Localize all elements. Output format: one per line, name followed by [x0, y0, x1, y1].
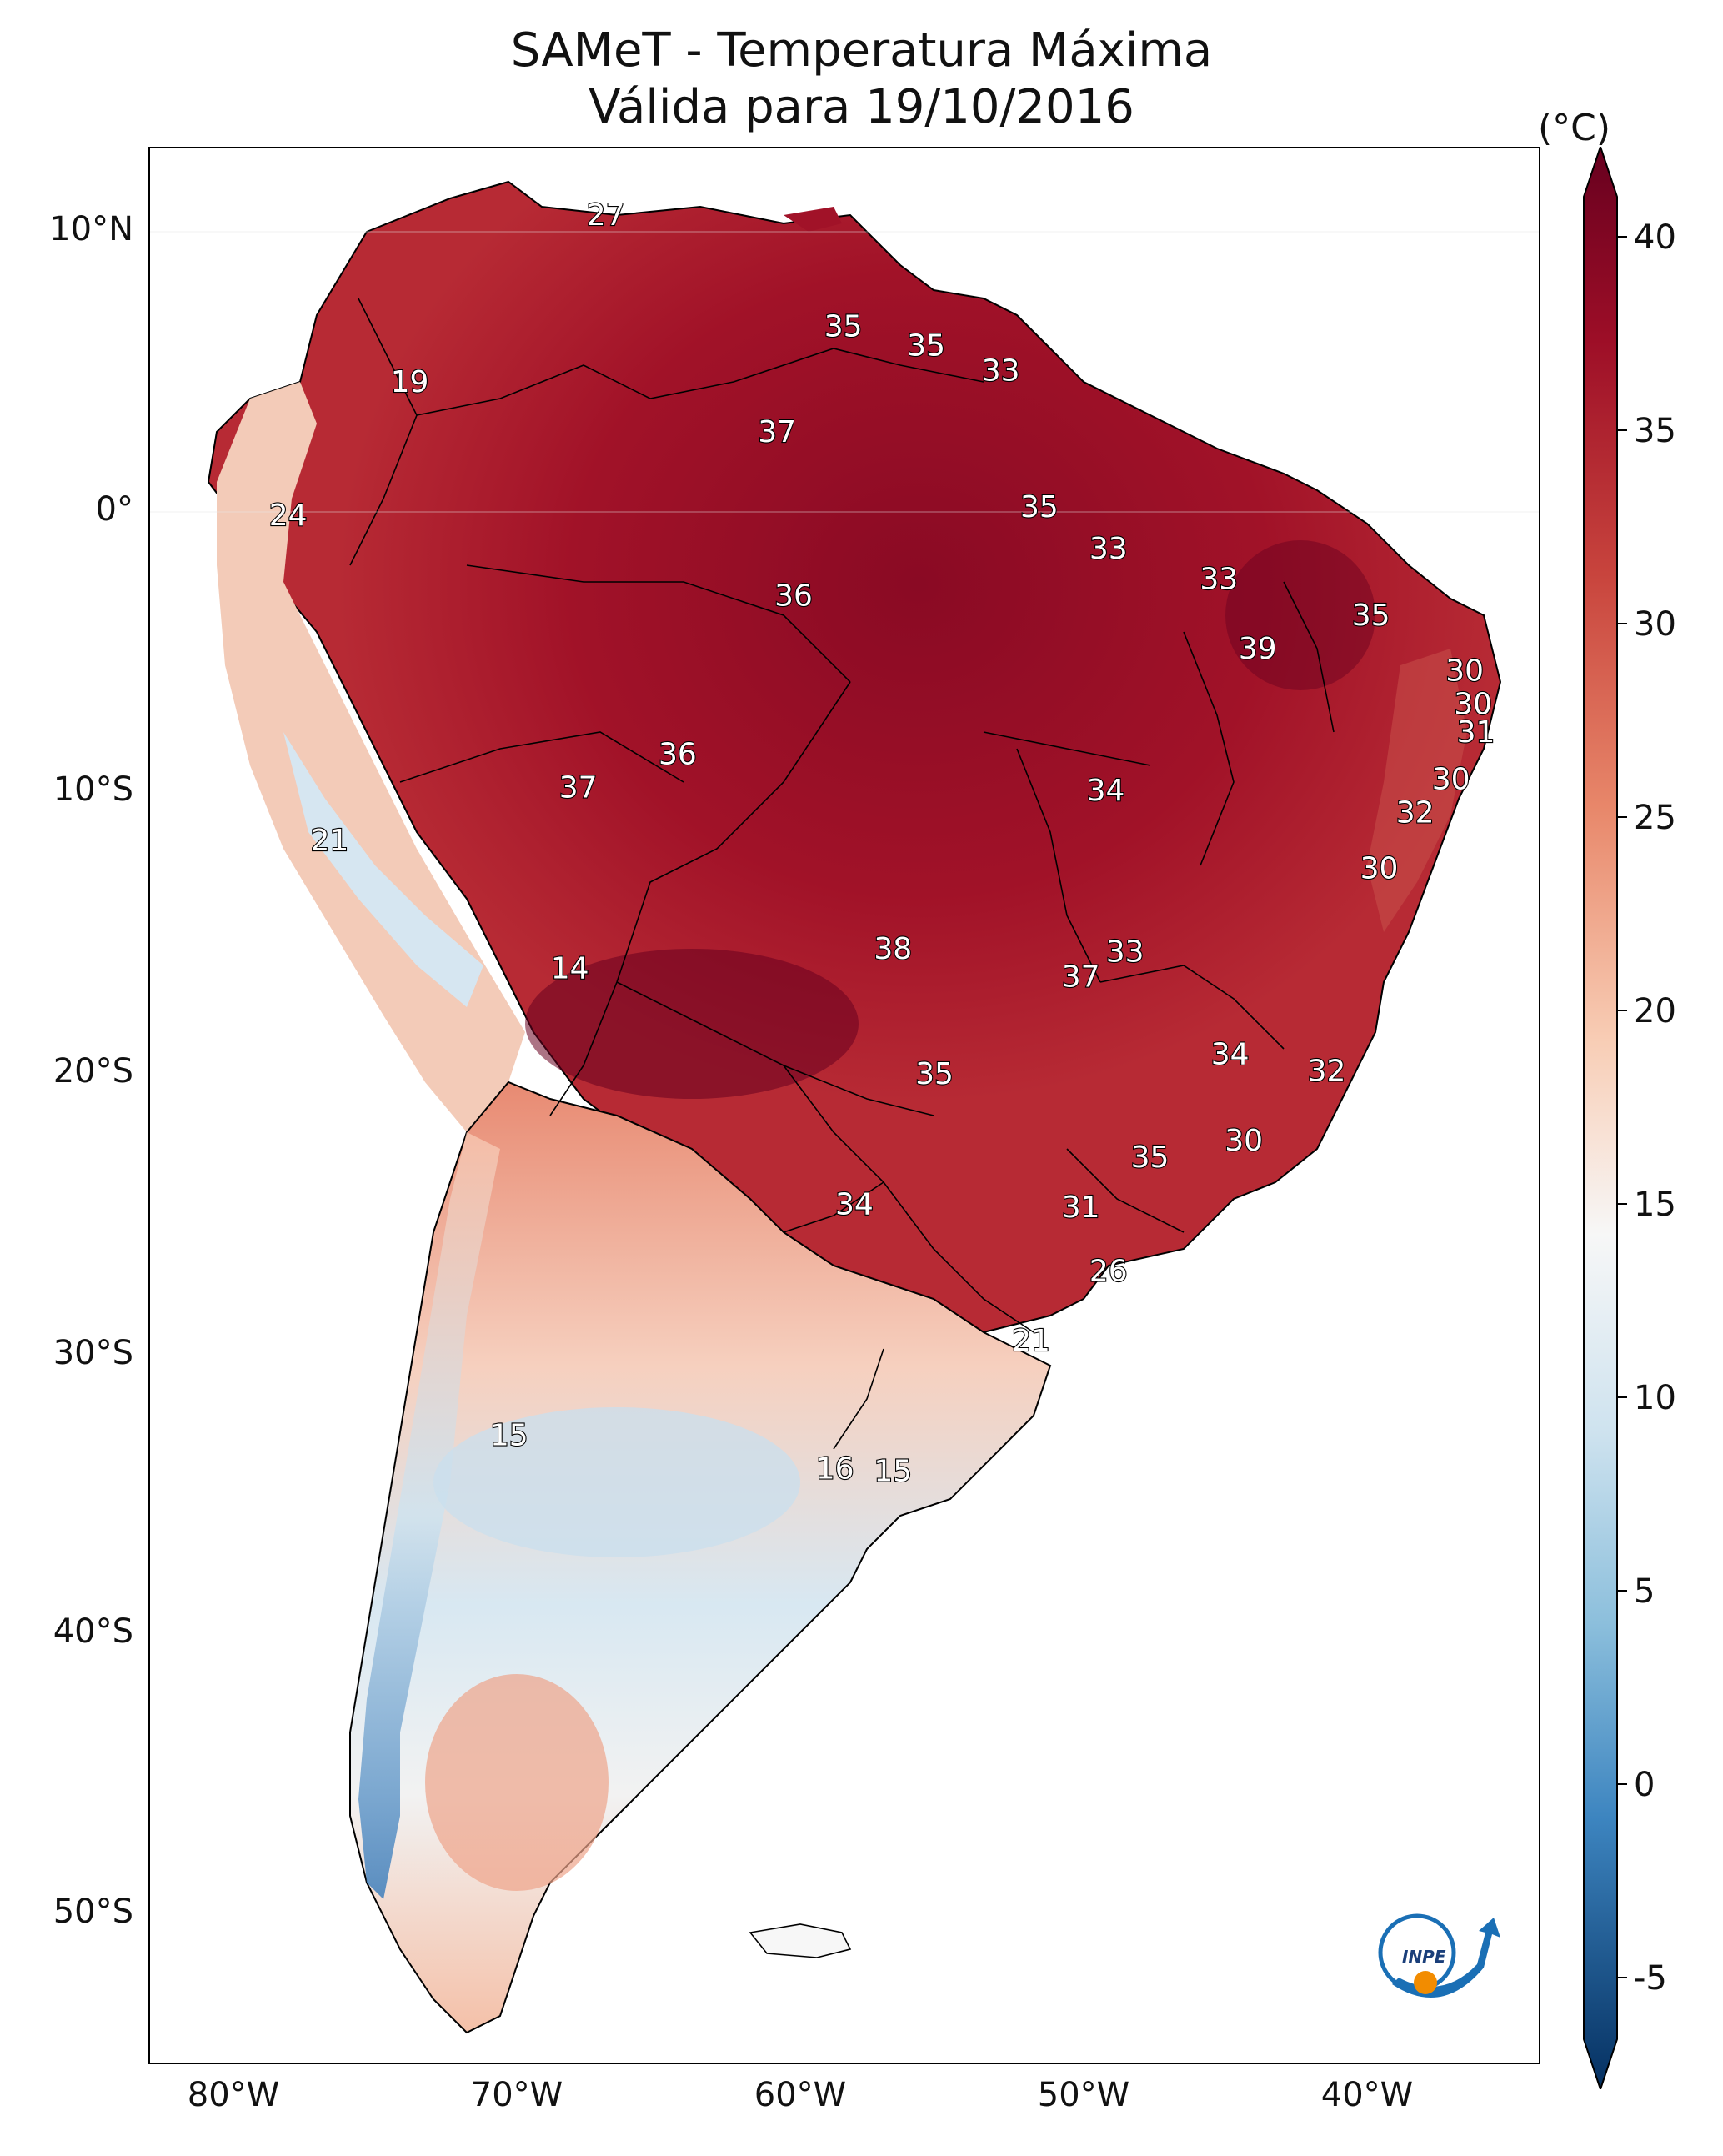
temperature-label: 31	[1457, 715, 1495, 750]
temperature-label: 19	[391, 365, 429, 399]
colorbar-tick-25: 25	[1634, 799, 1676, 837]
temperature-label: 15	[490, 1418, 528, 1452]
colorbar-tick-20: 20	[1634, 992, 1676, 1030]
chile-cold-band	[358, 1132, 500, 1899]
colorbar	[1583, 147, 1627, 2089]
peru-cold	[283, 732, 483, 1007]
lon-tick-80w: 80°W	[187, 2076, 280, 2114]
pampas-cool	[433, 1407, 800, 1557]
lat-tick-40s: 40°S	[53, 1612, 133, 1651]
east-coast-milder	[1367, 649, 1467, 932]
temperature-label: 30	[1225, 1124, 1263, 1158]
lon-tick-50w: 50°W	[1037, 2076, 1130, 2114]
temperature-label: 35	[824, 309, 863, 343]
colorbar-tick-0: 0	[1634, 1766, 1655, 1804]
lat-tick-50s: 50°S	[53, 1893, 133, 1931]
colorbar-tick-minus5: -5	[1634, 1959, 1667, 1998]
temperature-label: 35	[915, 1057, 954, 1091]
lon-tick-60w: 60°W	[754, 2076, 847, 2114]
temperature-label: 30	[1360, 851, 1399, 885]
colorbar-tick-40: 40	[1634, 218, 1676, 257]
colorbar-tick-5: 5	[1634, 1572, 1655, 1611]
colorbar-tick-30: 30	[1634, 605, 1676, 644]
inpe-logo-text: INPE	[1402, 1947, 1446, 1967]
colorbar-tick-35: 35	[1634, 412, 1676, 450]
lon-tick-70w: 70°W	[470, 2076, 563, 2114]
lat-tick-10n: 10°N	[49, 210, 133, 248]
graticule	[150, 231, 1539, 513]
temperature-label: 14	[551, 951, 589, 985]
temperature-label: 24	[269, 499, 308, 533]
inpe-logo: INPE	[1378, 1913, 1500, 1998]
colorbar-unit: (°C)	[1538, 107, 1611, 149]
temperature-label: 35	[1020, 490, 1059, 524]
temperature-label: 39	[1239, 632, 1277, 666]
colorbar-tick-10: 10	[1634, 1379, 1676, 1417]
temperature-label: 33	[982, 354, 1020, 389]
caribbean-islands	[784, 207, 842, 232]
temperature-label: 34	[1211, 1038, 1250, 1072]
colorbar-tick-15: 15	[1634, 1186, 1676, 1224]
temperature-label: 32	[1396, 796, 1435, 830]
continent-north	[207, 180, 1502, 1333]
map-panel[interactable]: 27 35 35 33 19 37 35 24 33 33 36 35 39 30 30 31 36 30 37 34…	[148, 147, 1540, 2064]
temperature-label: 30	[1432, 763, 1470, 797]
temperature-label: 21	[1012, 1324, 1050, 1358]
temperature-label: 36	[659, 738, 697, 772]
temperature-label: 35	[1131, 1141, 1170, 1175]
temperature-label: 21	[310, 824, 348, 858]
patagonia-warm	[425, 1674, 609, 1891]
lat-tick-30s: 30°S	[53, 1334, 133, 1372]
map-title: SAMeT - Temperatura Máxima	[510, 23, 1213, 78]
temperature-label: 36	[774, 579, 813, 614]
temperature-label: 37	[1062, 960, 1100, 994]
lat-tick-0: 0°	[95, 490, 133, 529]
temperature-label: 30	[1454, 688, 1492, 722]
temperature-label: 15	[874, 1455, 912, 1489]
temperature-label: 27	[587, 198, 625, 233]
temperature-label: 16	[816, 1452, 854, 1486]
temperature-label: 32	[1308, 1055, 1346, 1089]
temperature-label: 33	[1200, 563, 1238, 597]
temperature-label: 37	[559, 771, 598, 805]
temperature-label: 35	[1352, 599, 1390, 633]
falkland-islands	[749, 1923, 852, 1958]
country-borders	[349, 298, 1335, 1450]
temperature-label: 33	[1106, 935, 1144, 969]
temperature-label: 38	[874, 932, 912, 966]
temperature-label: 26	[1089, 1255, 1128, 1289]
lat-tick-20s: 20°S	[53, 1052, 133, 1091]
temperature-label: 34	[1087, 774, 1125, 808]
lon-tick-40w: 40°W	[1320, 2076, 1414, 2114]
temperature-label: 35	[907, 329, 945, 364]
map-subtitle: Válida para 19/10/2016	[589, 80, 1134, 134]
temperature-label: 33	[1089, 532, 1128, 566]
temperature-label: 34	[835, 1188, 874, 1222]
lat-tick-10s: 10°S	[53, 770, 133, 809]
temperature-label: 30	[1445, 654, 1484, 689]
temperature-label: 37	[758, 415, 796, 449]
temperature-label: 31	[1062, 1191, 1100, 1225]
